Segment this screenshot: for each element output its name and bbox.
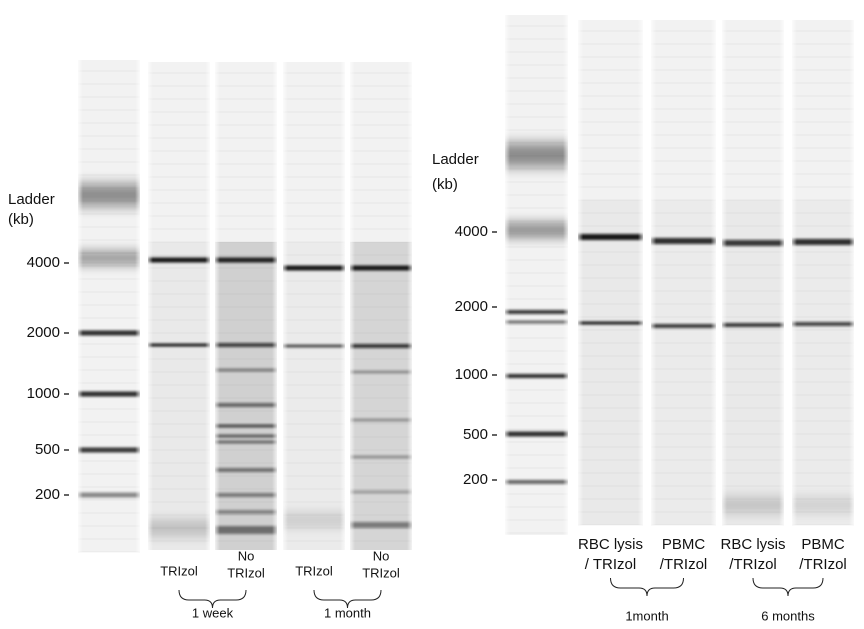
lane-label: TRIzol	[362, 565, 400, 580]
size-label: 200	[463, 471, 488, 488]
sample-lane	[148, 62, 210, 550]
lane-label: TRIzol	[160, 563, 198, 578]
size-label: 4000	[455, 223, 488, 240]
lane-label: No	[373, 548, 390, 563]
group-label: 1 week	[192, 605, 234, 620]
ladder-lane	[78, 60, 140, 553]
size-label: 500	[35, 441, 60, 458]
lane-edge	[148, 62, 210, 550]
lane-label: / TRIzol	[585, 556, 636, 573]
sample-lane	[792, 20, 854, 526]
lane-label: RBC lysis	[720, 536, 785, 553]
group-bracket	[752, 577, 824, 597]
sample-lane	[722, 20, 784, 526]
size-label: 1000	[455, 366, 488, 383]
ladder-label: (kb)	[432, 176, 458, 193]
sample-lane	[578, 20, 643, 526]
group-bracket	[610, 577, 684, 597]
lane-label: /TRIzol	[799, 556, 847, 573]
size-label: 4000	[27, 254, 60, 271]
sample-lane	[283, 62, 345, 550]
size-label: 1000	[27, 385, 60, 402]
ladder-label: Ladder	[8, 191, 55, 208]
lane-edge	[578, 20, 643, 525]
lane-label: /TRIzol	[729, 556, 777, 573]
lane-label: TRIzol	[295, 563, 333, 578]
lane-edge	[350, 62, 412, 550]
group-bracket	[178, 589, 247, 609]
lane-edge	[78, 60, 140, 552]
lane-edge	[215, 62, 277, 550]
lane-edge	[651, 20, 716, 525]
sample-lane	[350, 62, 412, 550]
size-label: 200	[35, 486, 60, 503]
group-label: 1 month	[324, 605, 371, 620]
sample-lane	[215, 62, 277, 550]
group-bracket	[313, 589, 382, 609]
ladder-label: (kb)	[8, 211, 34, 228]
size-label: 2000	[27, 324, 60, 341]
sample-lane	[651, 20, 716, 526]
ladder-label: Ladder	[432, 151, 479, 168]
lane-label: PBMC	[662, 536, 706, 553]
lane-edge	[792, 20, 854, 525]
lane-edge	[505, 15, 568, 535]
lane-label: /TRIzol	[660, 556, 708, 573]
lane-edge	[722, 20, 784, 525]
lane-label: PBMC	[801, 536, 845, 553]
ladder-lane	[505, 15, 568, 535]
group-label: 1month	[625, 608, 668, 623]
size-label: 500	[463, 426, 488, 443]
lane-edge	[283, 62, 345, 550]
lane-label: RBC lysis	[578, 536, 643, 553]
group-label: 6 months	[761, 608, 815, 623]
lane-label: TRIzol	[227, 565, 265, 580]
size-label: 2000	[455, 298, 488, 315]
lane-label: No	[238, 548, 255, 563]
